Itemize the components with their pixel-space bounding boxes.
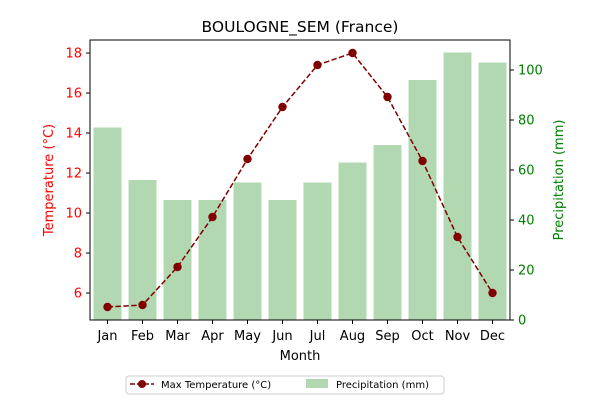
left-tick-label: 18 (65, 47, 82, 62)
temperature-point (488, 288, 497, 298)
right-axis-ticks: 0 20 40 60 80 100 (510, 64, 543, 329)
precipitation-bar (373, 145, 402, 320)
precipitation-bar (338, 162, 367, 320)
left-tick-label: 6 (74, 287, 82, 302)
left-tick-label: 14 (65, 127, 82, 142)
right-tick-label: 40 (518, 214, 535, 229)
x-tick-label: Dec (480, 329, 505, 344)
temperature-point (243, 154, 252, 164)
left-tick-label: 16 (65, 87, 82, 102)
right-tick-label: 100 (518, 64, 543, 79)
x-tick-label: Oct (411, 329, 433, 344)
left-tick-label: 8 (74, 247, 82, 262)
right-tick-label: 20 (518, 264, 535, 279)
temperature-point (383, 92, 392, 102)
precipitation-bar (443, 52, 472, 320)
temperature-point (173, 262, 182, 272)
legend: Max Temperature (°C) Precipitation (mm) (125, 375, 445, 395)
x-axis-label: Month (280, 349, 321, 364)
precipitation-bar (233, 182, 262, 320)
x-tick-label: Feb (131, 329, 154, 344)
right-tick-label: 60 (518, 164, 535, 179)
right-axis-label: Precipitation (mm) (552, 120, 567, 241)
x-tick-label: Mar (165, 329, 190, 344)
x-tick-label: Apr (201, 329, 224, 344)
precipitation-bar (268, 200, 297, 320)
temperature-point (103, 302, 112, 312)
precipitation-bars (93, 52, 507, 320)
temperature-point (418, 156, 427, 166)
precipitation-bar (163, 200, 192, 320)
x-tick-label: Jun (271, 329, 292, 344)
precipitation-bar (303, 182, 332, 320)
plot-frame (89, 39, 511, 321)
temperature-line (107, 52, 494, 308)
legend-label-precipitation: Precipitation (mm) (336, 380, 429, 391)
left-axis-ticks: 6 8 10 12 14 16 18 (65, 47, 90, 302)
x-tick-label: Jul (309, 329, 326, 344)
precipitation-bar (93, 127, 122, 320)
temperature-point (453, 232, 462, 242)
legend-bar-swatch (306, 379, 328, 388)
left-axis-label: Temperature (°C) (42, 124, 57, 237)
x-tick-label: Nov (445, 329, 471, 344)
x-axis-ticks: Jan Feb Mar Apr May Jun Jul Aug Sep Oct Nov Dec (96, 320, 505, 344)
right-tick-label: 80 (518, 114, 535, 129)
temperature-point (313, 60, 322, 70)
precipitation-bar (478, 62, 507, 320)
left-tick-label: 12 (65, 167, 82, 182)
chart-title: BOULOGNE_SEM (France) (202, 18, 399, 37)
x-tick-label: Jan (96, 329, 117, 344)
temperature-point (348, 48, 357, 58)
right-tick-label: 0 (518, 314, 526, 329)
temperature-point (278, 102, 287, 112)
temperature-point (208, 212, 217, 222)
x-tick-label: May (234, 329, 261, 344)
left-tick-label: 10 (65, 207, 82, 222)
temperature-point (138, 300, 147, 310)
temperature-line-layer (103, 48, 497, 312)
x-tick-label: Sep (375, 329, 400, 344)
legend-marker-swatch (138, 380, 146, 388)
x-tick-label: Aug (340, 329, 365, 344)
legend-box (125, 375, 445, 395)
precipitation-bar (408, 80, 437, 320)
precipitation-bar (128, 180, 157, 320)
legend-label-temperature: Max Temperature (°C) (161, 380, 271, 391)
